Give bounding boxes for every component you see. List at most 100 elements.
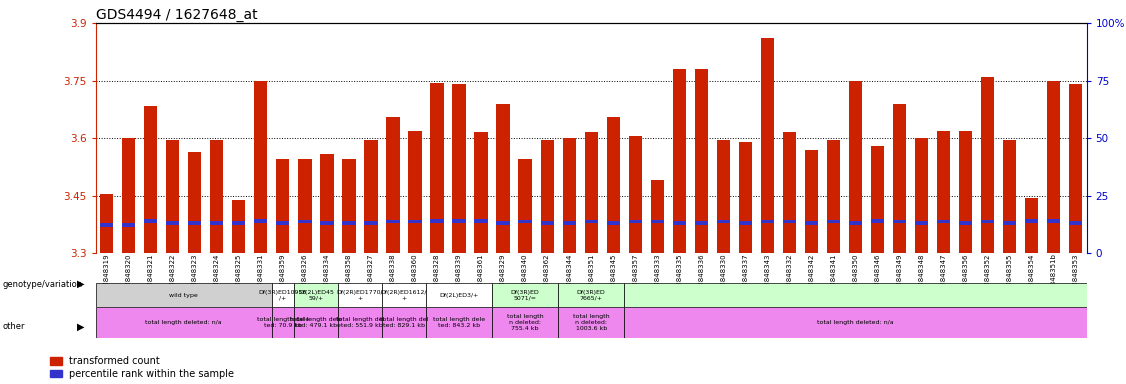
Text: Df(2R)ED1612/
+: Df(2R)ED1612/ +: [381, 290, 427, 301]
Text: GSM848345: GSM848345: [610, 253, 616, 296]
Bar: [783, 220, 796, 223]
Bar: [232, 200, 245, 253]
Bar: [849, 81, 863, 253]
Bar: [716, 140, 730, 253]
Text: total length deleted: n/a: total length deleted: n/a: [145, 320, 222, 325]
Text: GSM848353: GSM848353: [1073, 253, 1079, 296]
Text: GSM848358: GSM848358: [346, 253, 352, 296]
Bar: [254, 219, 268, 223]
Bar: [271, 283, 294, 307]
Text: wild type: wild type: [169, 293, 198, 298]
Text: GSM848331: GSM848331: [258, 253, 263, 296]
Bar: [914, 138, 928, 253]
Bar: [430, 83, 444, 253]
Bar: [584, 220, 598, 223]
Text: GSM848329: GSM848329: [500, 253, 506, 296]
Bar: [959, 221, 972, 225]
Bar: [338, 307, 382, 338]
Bar: [342, 159, 356, 253]
Bar: [628, 136, 642, 253]
Text: GSM848359: GSM848359: [280, 253, 286, 296]
Text: GSM848362: GSM848362: [544, 253, 551, 296]
Text: GSM848332: GSM848332: [786, 253, 793, 296]
Text: GSM848340: GSM848340: [522, 253, 528, 296]
Bar: [492, 283, 558, 307]
Bar: [981, 220, 994, 223]
Text: GSM848320: GSM848320: [126, 253, 132, 296]
Text: other: other: [2, 322, 25, 331]
Bar: [518, 159, 531, 253]
Bar: [1025, 219, 1038, 223]
Bar: [695, 69, 708, 253]
Bar: [211, 140, 223, 253]
Text: GSM848351b: GSM848351b: [1051, 253, 1056, 300]
Text: GSM848352: GSM848352: [984, 253, 991, 296]
Text: GSM848356: GSM848356: [963, 253, 968, 296]
Text: GSM848325: GSM848325: [235, 253, 242, 296]
Bar: [232, 221, 245, 225]
Text: GSM848337: GSM848337: [742, 253, 749, 296]
Text: GSM848334: GSM848334: [324, 253, 330, 296]
Bar: [474, 132, 488, 253]
Bar: [716, 220, 730, 223]
Text: GSM848350: GSM848350: [852, 253, 858, 296]
Bar: [100, 194, 114, 253]
Text: GSM848324: GSM848324: [214, 253, 220, 296]
Bar: [540, 140, 554, 253]
Bar: [122, 138, 135, 253]
Text: GSM848348: GSM848348: [919, 253, 924, 296]
Text: total length
n deleted:
1003.6 kb: total length n deleted: 1003.6 kb: [573, 314, 609, 331]
Bar: [628, 220, 642, 223]
Bar: [382, 307, 426, 338]
Text: GSM848330: GSM848330: [721, 253, 726, 296]
Text: GSM848327: GSM848327: [368, 253, 374, 296]
Bar: [1003, 221, 1016, 225]
Bar: [761, 38, 774, 253]
Bar: [1069, 84, 1082, 253]
Text: Df(2L)ED45
59/+: Df(2L)ED45 59/+: [298, 290, 333, 301]
Text: Df(3R)ED
7665/+: Df(3R)ED 7665/+: [577, 290, 606, 301]
Bar: [761, 220, 774, 223]
Bar: [96, 307, 271, 338]
Bar: [342, 221, 356, 225]
Bar: [607, 117, 619, 253]
Text: GSM848323: GSM848323: [191, 253, 198, 296]
Text: GSM848333: GSM848333: [654, 253, 660, 296]
Text: total length dele
ted: 479.1 kb: total length dele ted: 479.1 kb: [289, 317, 342, 328]
Bar: [365, 221, 377, 225]
Text: GSM848342: GSM848342: [808, 253, 814, 296]
Bar: [624, 283, 1087, 307]
Bar: [893, 104, 906, 253]
Bar: [805, 221, 817, 225]
Text: Df(3R)ED10953
/+: Df(3R)ED10953 /+: [259, 290, 307, 301]
Bar: [651, 180, 664, 253]
Text: ▶: ▶: [77, 321, 84, 331]
Text: GSM848361: GSM848361: [479, 253, 484, 296]
Bar: [453, 84, 466, 253]
Text: GSM848347: GSM848347: [940, 253, 947, 296]
Text: GSM848328: GSM848328: [434, 253, 440, 296]
Bar: [188, 221, 202, 225]
Bar: [320, 154, 333, 253]
Bar: [294, 283, 338, 307]
Bar: [453, 219, 466, 223]
Text: GSM848322: GSM848322: [170, 253, 176, 296]
Bar: [563, 221, 575, 225]
Bar: [211, 221, 223, 225]
Text: GSM848355: GSM848355: [1007, 253, 1012, 296]
Bar: [254, 81, 268, 253]
Text: total length dele
ted: 70.9 kb: total length dele ted: 70.9 kb: [257, 317, 309, 328]
Text: GSM848335: GSM848335: [677, 253, 682, 296]
Legend: transformed count, percentile rank within the sample: transformed count, percentile rank withi…: [50, 356, 234, 379]
Bar: [298, 159, 312, 253]
Text: Df(2L)ED3/+: Df(2L)ED3/+: [439, 293, 479, 298]
Bar: [937, 220, 950, 223]
Text: GSM848354: GSM848354: [1028, 253, 1035, 296]
Text: GSM848338: GSM848338: [390, 253, 396, 296]
Bar: [100, 223, 114, 227]
Text: GSM848339: GSM848339: [456, 253, 462, 296]
Text: GSM848344: GSM848344: [566, 253, 572, 296]
Text: GSM848357: GSM848357: [632, 253, 638, 296]
Text: GSM848343: GSM848343: [765, 253, 770, 296]
Text: GSM848351: GSM848351: [588, 253, 595, 296]
